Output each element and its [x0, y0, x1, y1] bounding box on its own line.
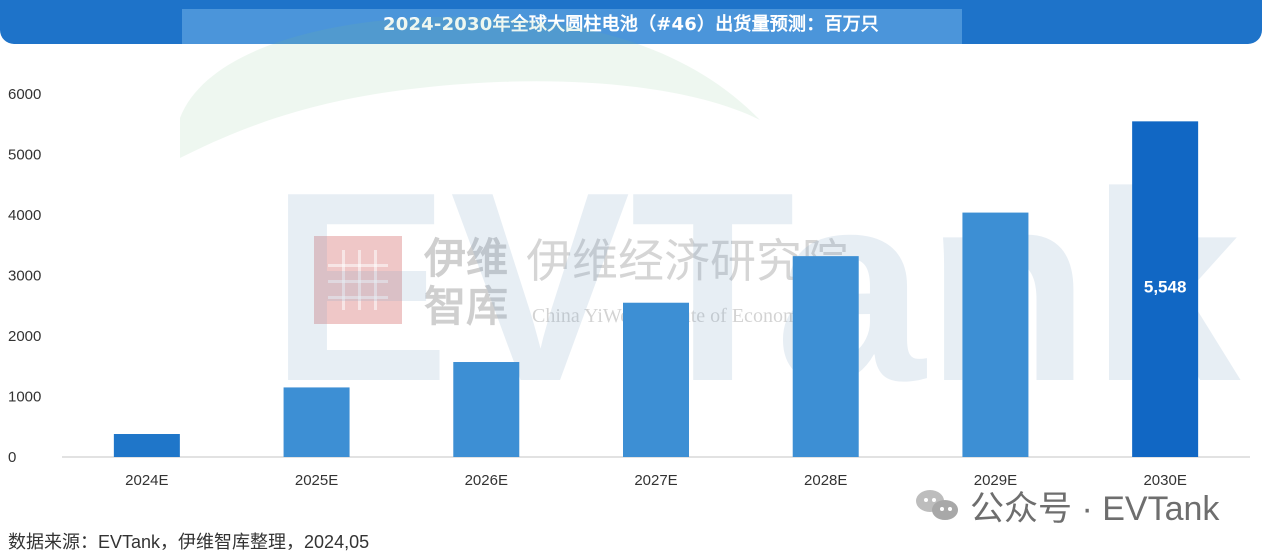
watermark-layer: EVTank — [180, 16, 1242, 438]
x-axis-tick-label: 2025E — [295, 472, 338, 489]
x-axis-tick-label: 2028E — [804, 472, 847, 489]
y-axis-tick-label: 3000 — [8, 268, 41, 285]
wechat-brand-text: 公众号 · EVTank — [970, 489, 1220, 528]
x-axis-tick-label: 2029E — [974, 472, 1017, 489]
wechat-icon — [914, 486, 962, 524]
x-axis-tick-label: 2024E — [125, 472, 168, 489]
y-axis-tick-label: 0 — [8, 449, 16, 466]
bars-layer — [113, 121, 1199, 457]
x-axis-tick-label: 2030E — [1143, 472, 1186, 489]
y-axis-tick-label: 1000 — [8, 389, 41, 406]
bar-data-label: 5,548 — [1144, 278, 1187, 297]
bar-2030E — [1132, 121, 1199, 457]
bar-2024E — [113, 434, 180, 457]
y-axis-tick-label: 2000 — [8, 328, 41, 345]
red-square-logo-icon — [314, 236, 402, 324]
bar-2025E — [283, 387, 350, 457]
bar-2028E — [792, 256, 859, 457]
y-axis-tick-label: 4000 — [8, 207, 41, 224]
x-axis-tick-label: 2026E — [465, 472, 508, 489]
y-axis-tick-label: 6000 — [8, 86, 41, 103]
chart-header: 2024-2030年全球大圆柱电池（#46）出货量预测：百万只 — [0, 0, 1262, 44]
watermark-logo-cn-1: 伊维 — [424, 234, 509, 283]
data-source-note: 数据来源：EVTank，伊维智库整理，2024,05 — [8, 532, 370, 552]
bar-2026E — [453, 362, 520, 457]
bar-2029E — [962, 212, 1029, 457]
watermark-logo-cn-2: 智库 — [424, 282, 509, 331]
green-arc-watermark-shape — [180, 16, 760, 158]
chart-title: 2024-2030年全球大圆柱电池（#46）出货量预测：百万只 — [383, 14, 879, 35]
labels-layer: 2024E 2025E 2026E 2027E 2028E 2029E 2030E 5,548 — [125, 278, 1187, 489]
header-highlight-band — [182, 9, 962, 44]
wechat-brand-watermark: 公众号 · EVTank — [914, 485, 1254, 528]
y-axis-tick-label: 5000 — [8, 147, 41, 164]
evtank-large-watermark-text: EVTank — [270, 137, 1242, 438]
bar-2027E — [623, 302, 689, 457]
x-axis-tick-label: 2027E — [634, 472, 677, 489]
